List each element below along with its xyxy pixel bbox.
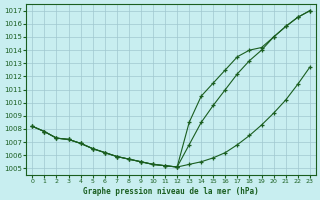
- X-axis label: Graphe pression niveau de la mer (hPa): Graphe pression niveau de la mer (hPa): [83, 187, 259, 196]
